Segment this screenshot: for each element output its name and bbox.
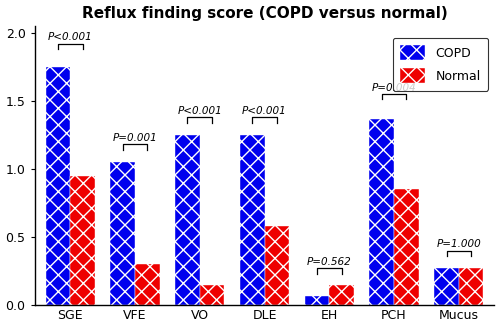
Bar <box>304 296 330 305</box>
Bar <box>200 285 224 305</box>
Text: P=0.004: P=0.004 <box>372 83 416 93</box>
Bar <box>110 162 135 305</box>
Bar <box>434 269 459 305</box>
Text: P<0.001: P<0.001 <box>242 106 287 116</box>
Text: P=1.000: P=1.000 <box>436 239 481 249</box>
Bar <box>370 118 394 305</box>
Bar <box>330 285 354 305</box>
Bar <box>135 264 160 305</box>
Bar <box>46 67 70 305</box>
Bar <box>240 135 264 305</box>
Legend: COPD, Normal: COPD, Normal <box>393 38 488 91</box>
Bar <box>264 226 289 305</box>
Bar <box>394 190 418 305</box>
Text: P=0.001: P=0.001 <box>112 133 158 143</box>
Bar <box>459 269 483 305</box>
Bar <box>175 135 200 305</box>
Text: P<0.001: P<0.001 <box>178 106 222 116</box>
Title: Reflux finding score (COPD versus normal): Reflux finding score (COPD versus normal… <box>82 6 448 21</box>
Text: P=0.562: P=0.562 <box>307 257 352 267</box>
Bar <box>70 176 95 305</box>
Text: P<0.001: P<0.001 <box>48 32 92 42</box>
